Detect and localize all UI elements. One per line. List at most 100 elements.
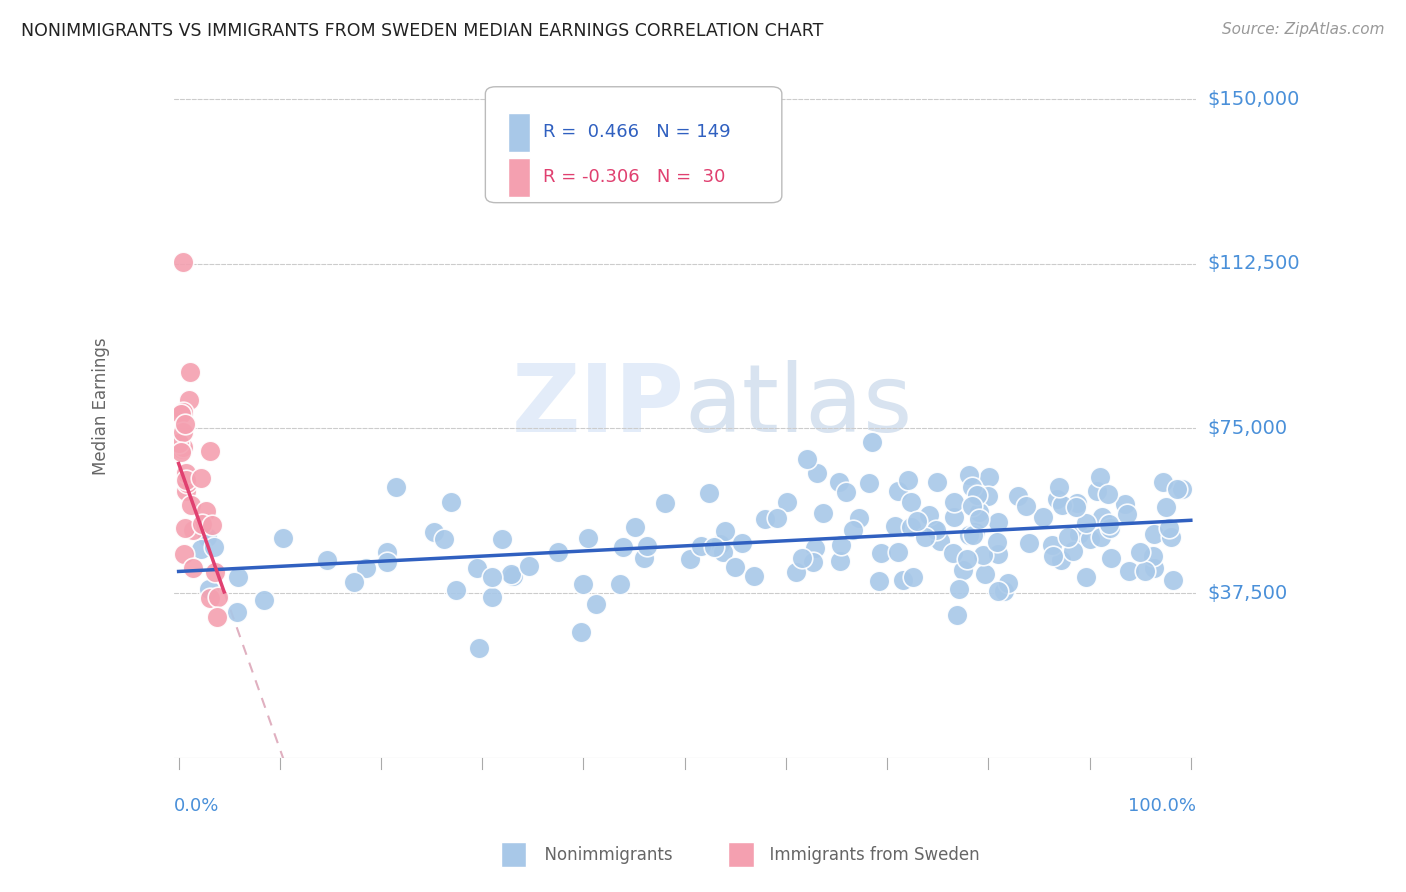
Point [173, 547, 195, 561]
Text: NONIMMIGRANTS VS IMMIGRANTS FROM SWEDEN MEDIAN EARNINGS CORRELATION CHART: NONIMMIGRANTS VS IMMIGRANTS FROM SWEDEN … [21, 22, 824, 40]
Text: Nonimmigrants: Nonimmigrants [534, 846, 673, 863]
Point [180, 498, 202, 512]
Point [444, 583, 467, 598]
Point [1066, 496, 1088, 510]
Point [1090, 530, 1112, 544]
Text: ZIP: ZIP [512, 360, 685, 452]
Point [1118, 565, 1140, 579]
Point [766, 511, 789, 525]
Point [585, 597, 607, 611]
Point [1166, 482, 1188, 496]
Point [481, 590, 503, 604]
Text: Immigrants from Sweden: Immigrants from Sweden [759, 846, 980, 863]
Point [731, 536, 754, 550]
Point [703, 541, 725, 555]
Point [1067, 526, 1090, 541]
Point [801, 555, 824, 569]
Point [697, 486, 720, 500]
FancyBboxPatch shape [485, 87, 782, 202]
Point [432, 532, 454, 546]
Text: 100.0%: 100.0% [1128, 797, 1197, 814]
Point [205, 610, 228, 624]
Point [942, 509, 965, 524]
Point [190, 541, 212, 556]
Point [1097, 487, 1119, 501]
Point [190, 470, 212, 484]
Point [690, 540, 713, 554]
Point [226, 605, 249, 619]
Point [960, 480, 983, 494]
Point [1114, 497, 1136, 511]
Bar [508, 158, 530, 196]
Point [1099, 551, 1122, 566]
Point [848, 511, 870, 525]
Point [997, 576, 1019, 591]
Point [1062, 543, 1084, 558]
Text: $37,500: $37,500 [1206, 583, 1288, 602]
Point [986, 535, 1008, 549]
Point [925, 475, 948, 490]
Point [714, 524, 737, 538]
Point [858, 475, 880, 490]
Point [176, 475, 198, 490]
Point [972, 548, 994, 562]
Point [1018, 536, 1040, 550]
Point [896, 473, 918, 487]
Point [1047, 480, 1070, 494]
Point [966, 488, 988, 502]
Text: R =  0.466   N = 149: R = 0.466 N = 149 [543, 123, 730, 142]
Point [1160, 530, 1182, 544]
Point [922, 522, 945, 536]
Point [174, 466, 197, 480]
Point [1171, 482, 1194, 496]
Point [1052, 498, 1074, 512]
Text: Median Earnings: Median Earnings [93, 337, 110, 475]
Point [654, 496, 676, 510]
Point [1133, 564, 1156, 578]
Point [887, 545, 910, 559]
Point [172, 404, 194, 418]
Point [170, 407, 193, 421]
Point [891, 573, 914, 587]
Point [1115, 508, 1137, 522]
Point [709, 537, 731, 551]
Point [609, 577, 631, 591]
Text: $75,000: $75,000 [1206, 419, 1286, 438]
Point [792, 551, 814, 566]
Point [356, 561, 378, 575]
Point [1142, 549, 1164, 563]
Point [1143, 561, 1166, 575]
Point [1076, 516, 1098, 530]
Point [900, 494, 922, 508]
Point [375, 555, 398, 569]
Point [181, 561, 204, 575]
Point [830, 538, 852, 552]
Point [624, 520, 647, 534]
Point [775, 494, 797, 508]
Point [547, 544, 569, 558]
Point [1143, 526, 1166, 541]
Point [172, 441, 194, 455]
Point [1066, 500, 1088, 514]
Point [813, 506, 835, 520]
Point [977, 470, 1000, 484]
Point [174, 483, 197, 498]
Point [569, 625, 592, 640]
Point [195, 530, 218, 544]
Point [834, 484, 856, 499]
Point [172, 442, 194, 456]
Point [962, 528, 984, 542]
Text: $150,000: $150,000 [1206, 89, 1299, 109]
Point [465, 561, 488, 575]
Point [226, 570, 249, 584]
Point [678, 552, 700, 566]
Point [987, 515, 1010, 529]
Point [1152, 475, 1174, 490]
Point [987, 584, 1010, 599]
Text: atlas: atlas [685, 360, 912, 452]
Point [977, 489, 1000, 503]
Point [785, 565, 807, 579]
Point [993, 584, 1015, 599]
Point [202, 540, 225, 554]
Point [517, 559, 540, 574]
